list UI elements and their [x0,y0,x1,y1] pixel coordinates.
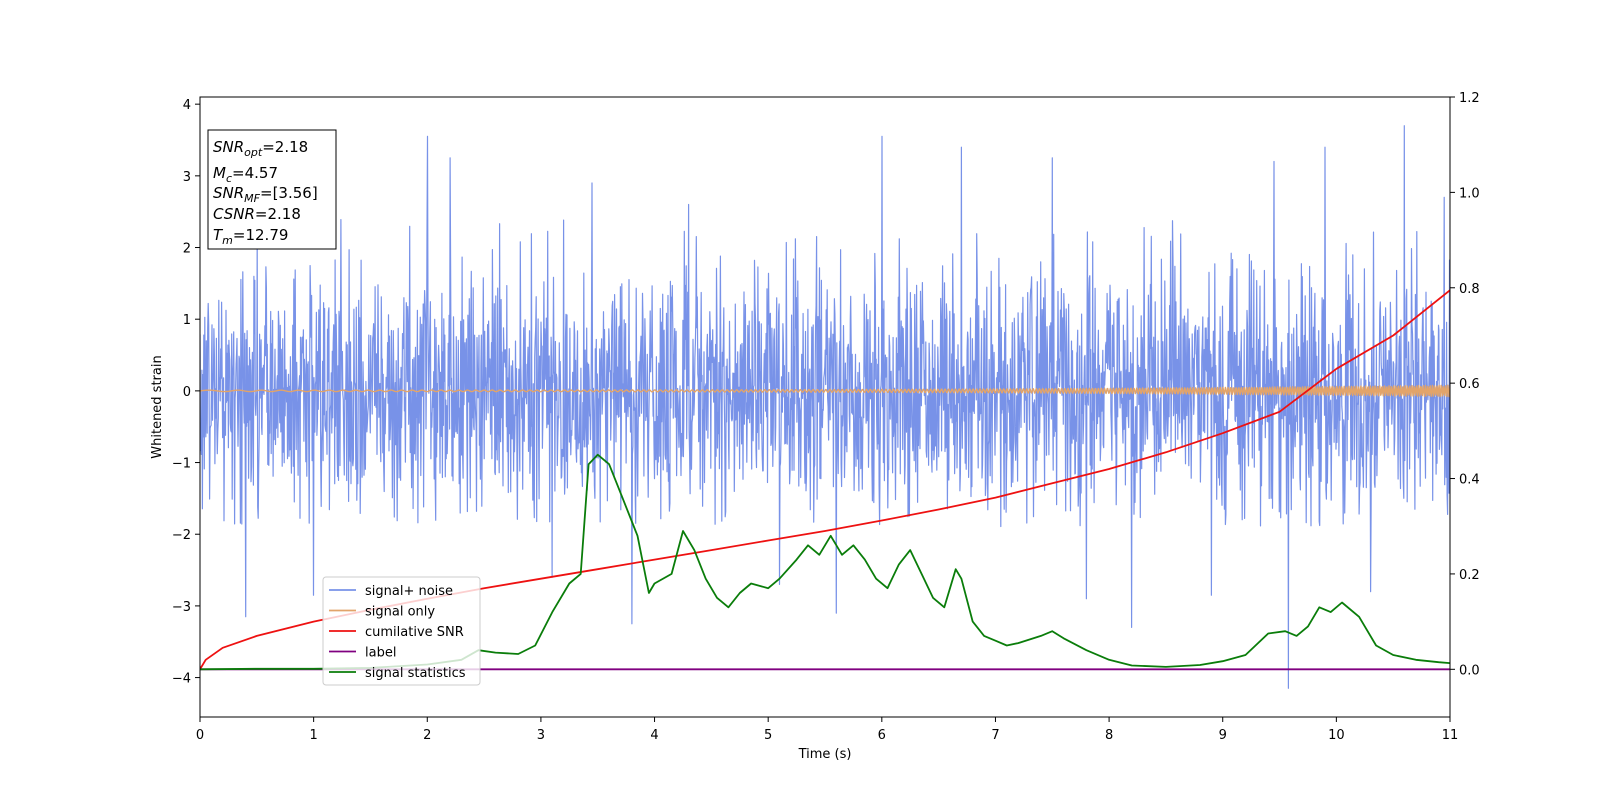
info-mc: Mc=4.57 [213,164,278,185]
legend-label: signal+ noise [365,584,453,599]
legend: signal+ noise signal only cumilative SNR la… [322,576,481,686]
x-axis-label: Time (s) [798,747,852,762]
y-tick-label: −4 [172,672,191,687]
series-line-1 [200,384,1450,398]
x-tick-label: 3 [537,728,545,743]
series-line-4 [200,453,1450,671]
info-snr-opt: SNRopt=2.18 [213,138,308,159]
y-axis-right: 1.2 1.0 0.8 0.6 0.4 0.2 0.0 [1450,91,1480,678]
x-tick-label: 6 [878,728,886,743]
x-axis: 0 1 2 3 4 5 6 7 8 9 10 11 [196,717,1458,743]
x-tick-label: 8 [1105,728,1113,743]
y-tick-label: −3 [172,600,191,615]
legend-label: label [365,646,396,661]
y-tick-label: 4 [183,98,191,113]
y2-tick-label: 1.0 [1459,186,1480,201]
x-tick-label: 10 [1328,728,1345,743]
legend-label: cumilative SNR [365,625,464,640]
x-tick-label: 2 [423,728,431,743]
y2-tick-label: 0.0 [1459,663,1480,678]
y2-tick-label: 0.4 [1459,473,1480,488]
y-tick-label: 3 [183,170,191,185]
x-tick-label: 5 [764,728,772,743]
series-line-2 [200,289,1450,670]
y-axis-label: Whitened strain [150,355,165,458]
x-tick-label: 1 [309,728,317,743]
info-box: SNRopt=2.18 Mc=4.57 SNRMF=[3.56] CSNR=2.… [207,129,337,250]
y2-tick-label: 1.2 [1459,91,1480,106]
legend-label: signal only [365,605,435,620]
x-tick-label: 4 [650,728,658,743]
x-tick-label: 11 [1442,728,1459,743]
series-line-0 [200,125,1450,689]
legend-label: signal statistics [365,666,466,681]
y-tick-label: 1 [183,313,191,328]
y2-tick-label: 0.2 [1459,568,1480,583]
y-tick-label: 0 [183,385,191,400]
info-csnr: CSNR=2.18 [213,205,301,223]
plot-frame [199,96,1451,718]
x-tick-label: 9 [1219,728,1227,743]
y-axis-left: 4 3 2 1 0 −1 −2 −3 −4 [172,98,200,687]
info-tm: Tm=12.79 [213,226,288,247]
y-tick-label: 2 [183,242,191,257]
y-tick-label: −1 [172,457,191,472]
x-tick-label: 0 [196,728,204,743]
y2-tick-label: 0.8 [1459,282,1480,297]
info-snr-mf: SNRMF=[3.56] [213,184,318,205]
legend-frame [322,576,481,686]
y2-tick-label: 0.6 [1459,377,1480,392]
info-box-frame [207,129,337,250]
x-tick-label: 7 [991,728,999,743]
y-tick-label: −2 [172,528,191,543]
